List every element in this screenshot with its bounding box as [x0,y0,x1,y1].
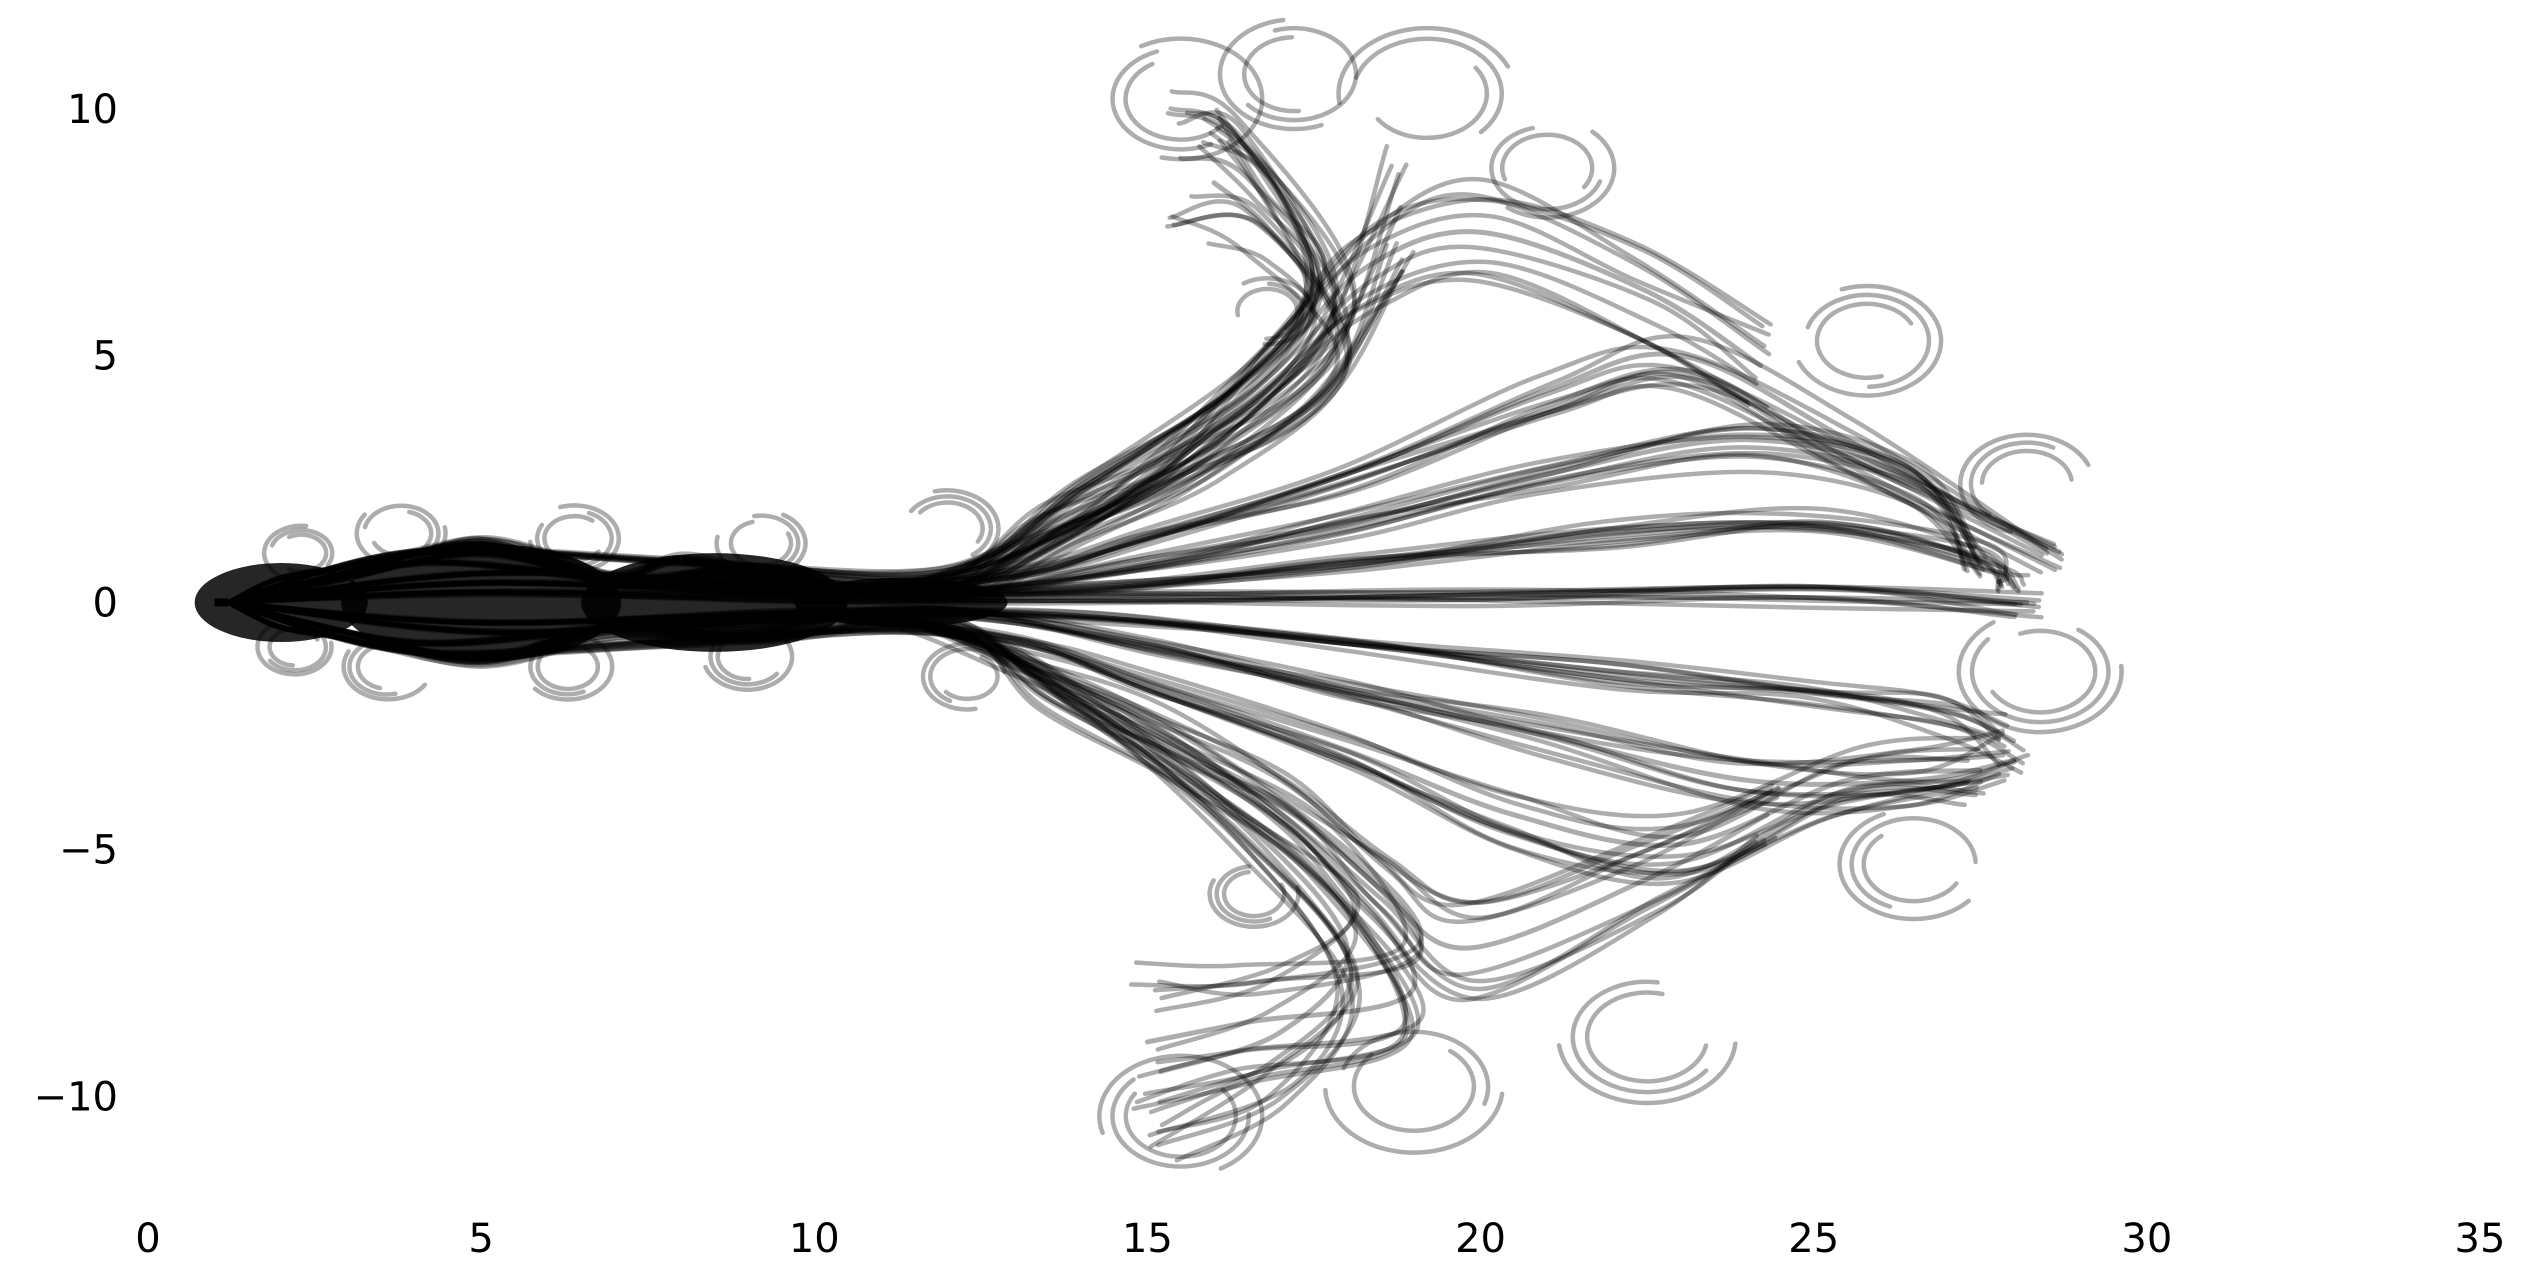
curves-layer [228,91,2062,1160]
x-tick-label-5: 25 [1788,1216,1839,1262]
x-tick-label-3: 15 [1122,1216,1173,1262]
y-tick-label-2: 0 [93,581,118,627]
x-tick-label-7: 35 [2455,1216,2506,1262]
loop-2-arc-0 [1378,68,1487,138]
loop-4-arc-0 [1817,304,1911,378]
loop-6-arc-1 [1972,630,2108,722]
series-12-strand-5 [228,603,1356,1050]
y-tick-label-1: 5 [93,334,118,380]
y-tick-label-3: −5 [59,827,118,873]
loop-6-arc-0 [1993,631,2096,712]
loop-20-arc-2 [344,652,425,700]
loop-14-arc-0 [946,657,998,699]
x-tick-label-6: 30 [2121,1216,2172,1262]
y-tick-label-0: 10 [67,87,118,133]
series-11-strand-3 [228,603,1406,1077]
loop-9-arc-2 [1325,1090,1502,1153]
series-13-strand-7 [228,110,1318,603]
x-tick-label-1: 5 [468,1216,493,1262]
x-tick-label-4: 20 [1455,1216,1506,1262]
series-2-strand-4 [228,215,1347,603]
loop-13-arc-1 [911,496,991,554]
loop-3-arc-1 [1491,128,1600,209]
series-12-strand-2 [228,603,1352,1094]
loop-7-arc-1 [1852,818,1976,906]
loop-4-arc-1 [1808,295,1929,387]
x-tick-label-2: 10 [789,1216,840,1262]
loop-7-arc-0 [1864,836,1957,901]
loop-8-arc-0 [1587,993,1706,1082]
series-11-strand-2 [228,603,1413,1109]
loop-19-arc-0 [374,512,431,556]
loop-0-arc-0 [1126,64,1222,140]
y-axis-tick-labels: 10 5 0 −5 −10 [34,87,118,1121]
series-2-strand-3 [228,196,1337,603]
loop-13-arc-0 [920,503,982,542]
loop-3-arc-0 [1502,135,1592,187]
loop-8-arc-1 [1573,982,1706,1092]
x-tick-label-0: 0 [135,1216,160,1262]
loop-1-arc-0 [1244,37,1299,111]
series-11-strand-9 [228,603,1408,1126]
y-tick-label-4: −10 [34,1074,118,1120]
x-axis-tick-labels: 0 5 10 15 20 25 30 35 [135,1216,2505,1262]
loop-5-arc-0 [1982,451,2072,483]
series-2-strand-8 [228,217,1338,603]
series-13-strand-6 [228,244,1315,603]
loop-7-arc-2 [1840,814,1969,919]
